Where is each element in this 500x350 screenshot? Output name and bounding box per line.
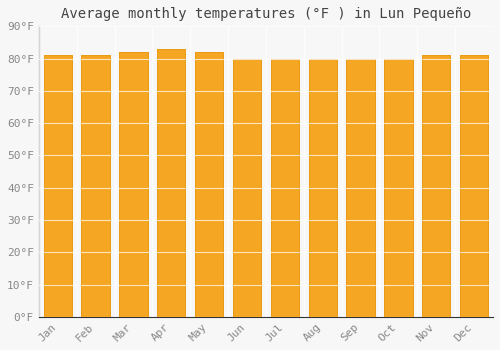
Bar	[422, 55, 450, 317]
Bar	[82, 55, 110, 317]
Title: Average monthly temperatures (°F ) in Lun Pequeño: Average monthly temperatures (°F ) in Lu…	[60, 7, 471, 21]
Bar	[308, 58, 337, 317]
Bar	[119, 52, 148, 317]
Bar	[384, 58, 412, 317]
Bar	[195, 52, 224, 317]
Bar	[44, 55, 72, 317]
Bar	[384, 58, 412, 317]
Bar	[157, 49, 186, 317]
Bar	[346, 58, 375, 317]
Bar	[119, 52, 148, 317]
Bar	[270, 58, 299, 317]
Bar	[270, 58, 299, 317]
Bar	[460, 55, 488, 317]
Bar	[233, 58, 261, 317]
Bar	[233, 58, 261, 317]
Bar	[422, 55, 450, 317]
Bar	[195, 52, 224, 317]
Bar	[346, 58, 375, 317]
Bar	[157, 49, 186, 317]
Bar	[460, 55, 488, 317]
Bar	[82, 55, 110, 317]
Bar	[44, 55, 72, 317]
Bar	[308, 58, 337, 317]
